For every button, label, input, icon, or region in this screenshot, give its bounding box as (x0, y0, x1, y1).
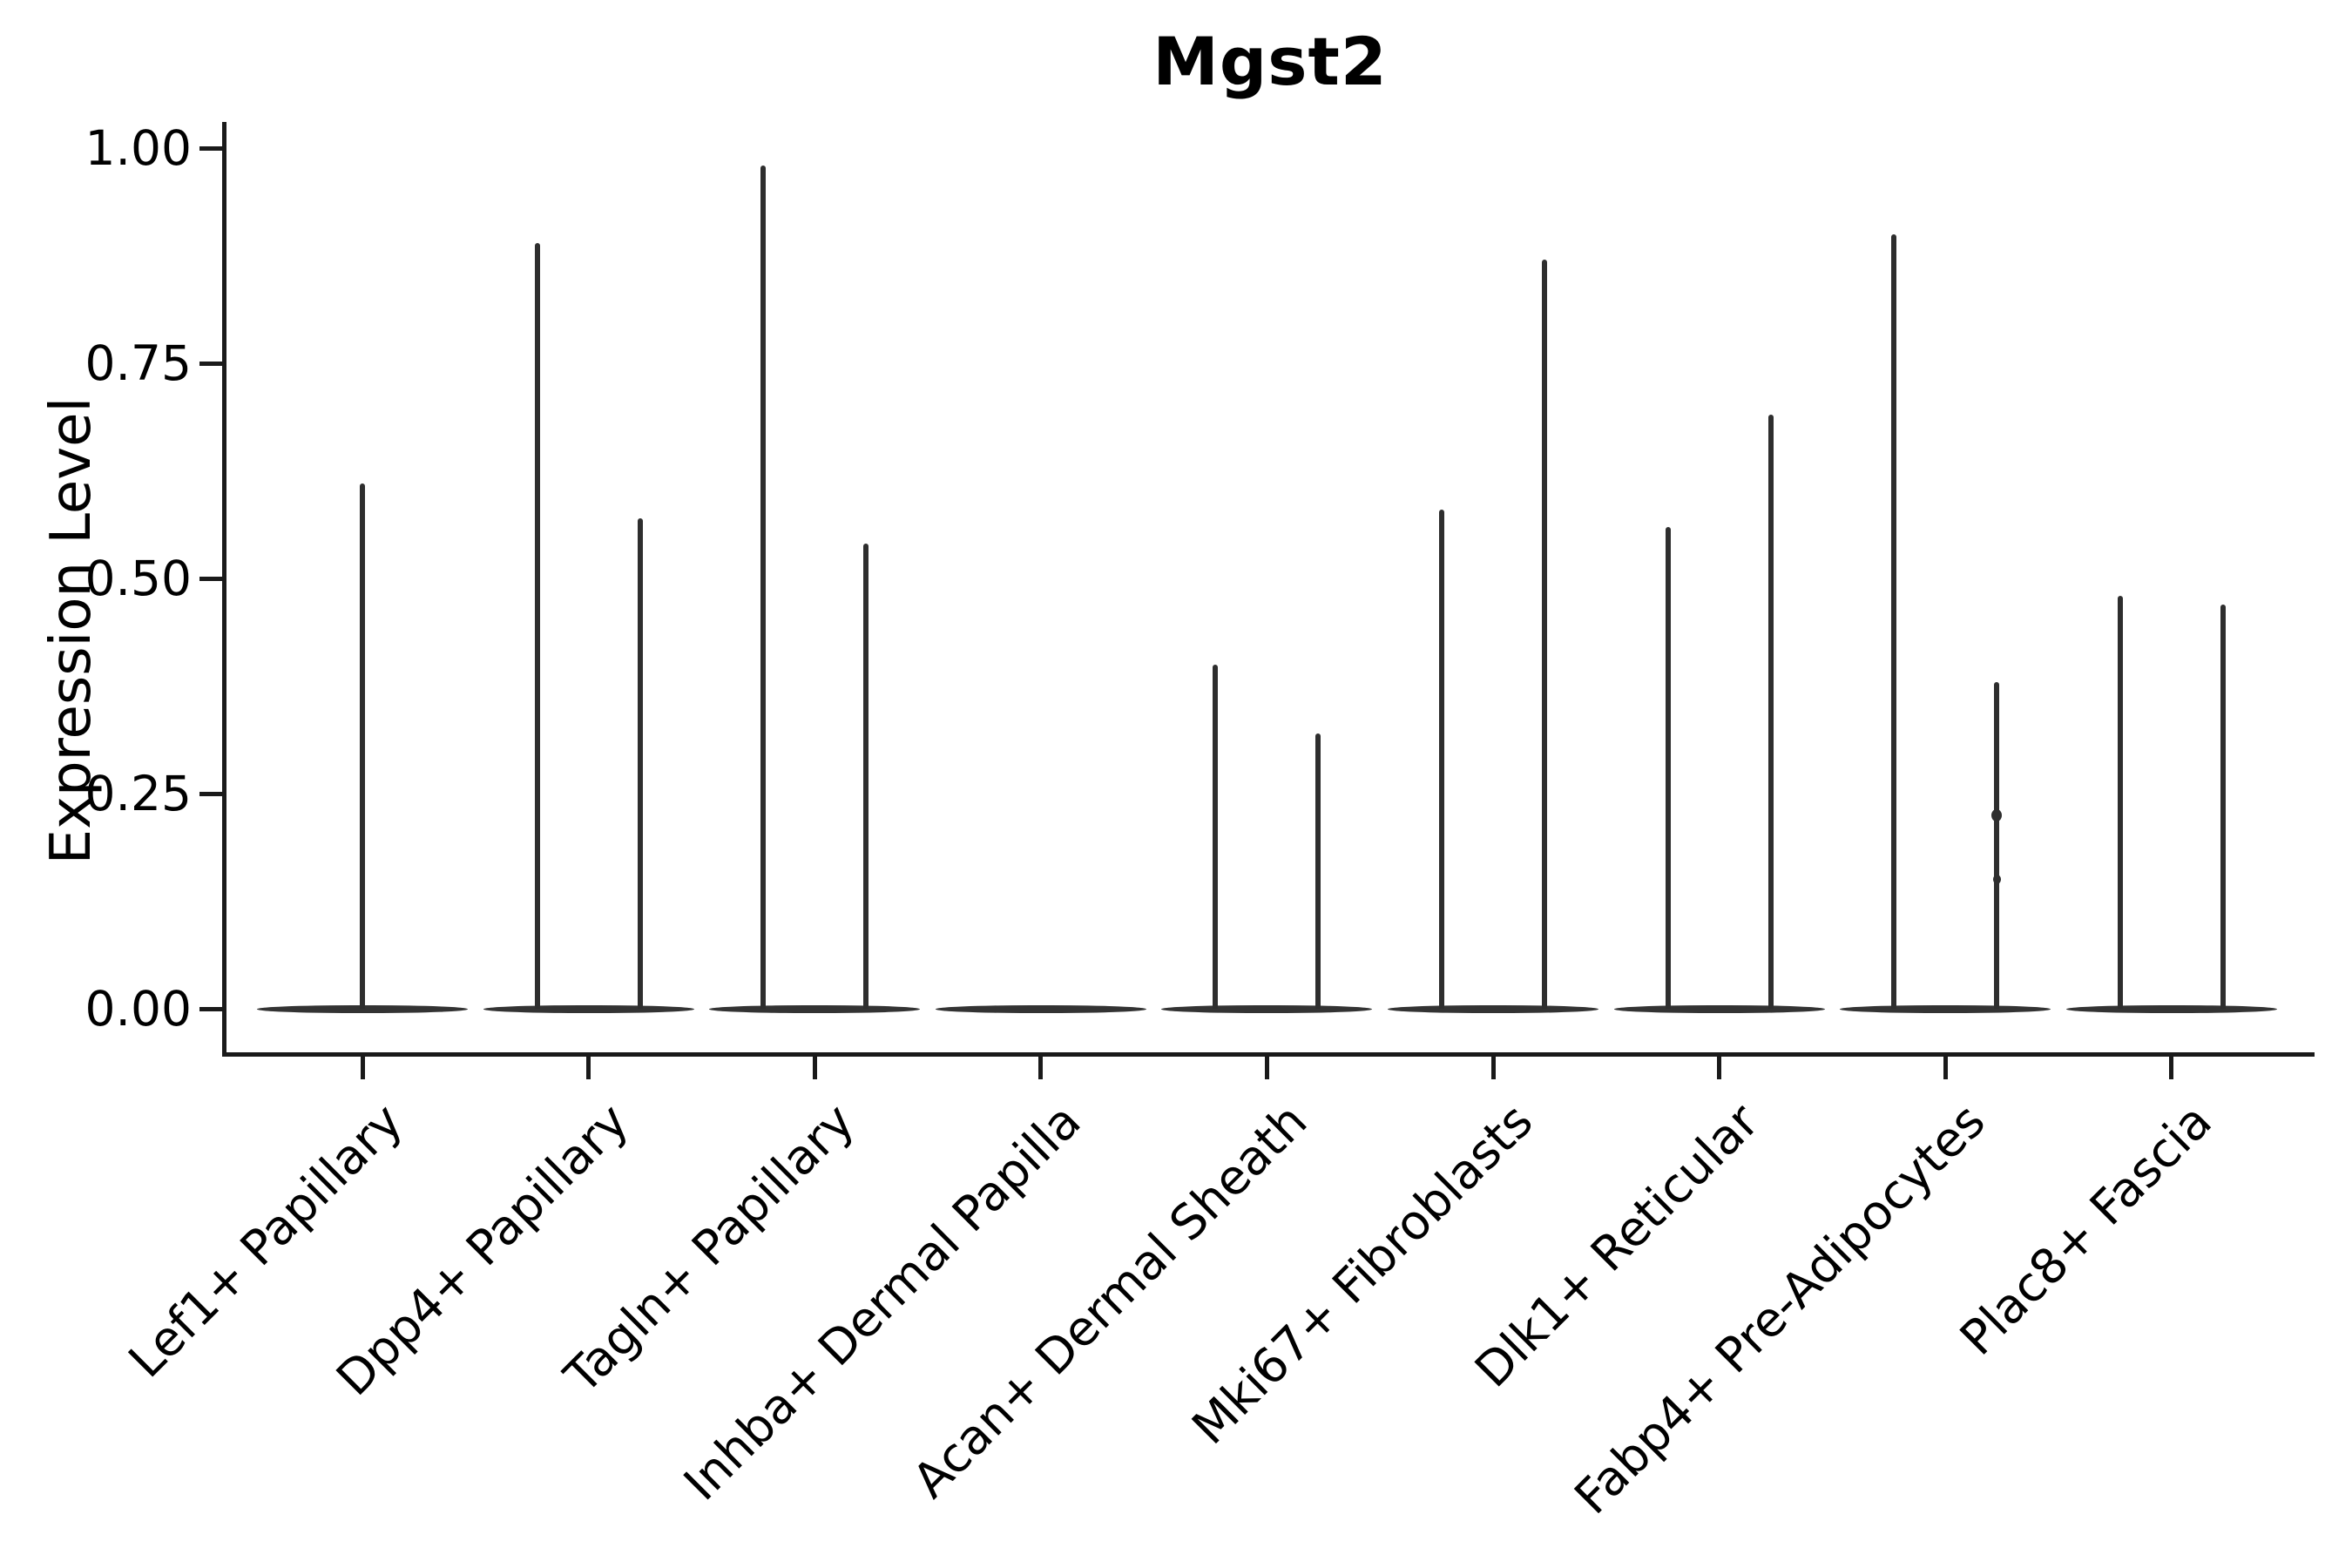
y-tick (199, 791, 223, 796)
violin-spike (863, 544, 869, 1009)
violin-base (709, 1004, 921, 1013)
violin-spike (637, 517, 643, 1009)
violin-base (1840, 1004, 2051, 1013)
x-tick (586, 1056, 591, 1079)
x-tick (360, 1056, 365, 1079)
x-tick (812, 1056, 817, 1079)
violin-spike (1315, 733, 1321, 1009)
violin-base (483, 1004, 694, 1013)
violin-base (935, 1004, 1146, 1013)
x-tick-label: Acan+ Dermal Sheath (902, 1092, 1318, 1509)
violin-base (1388, 1004, 1598, 1013)
violin-base (257, 1004, 468, 1013)
violin-spike (1665, 526, 1671, 1009)
x-tick (1038, 1056, 1044, 1079)
y-tick-label: 0.25 (84, 766, 192, 821)
y-tick (199, 1006, 223, 1011)
violin-spike (2220, 604, 2226, 1009)
x-tick (1264, 1056, 1269, 1079)
violin-knot (1992, 875, 2001, 885)
x-axis-spine (222, 1052, 2315, 1057)
violin-base (1613, 1004, 1825, 1013)
y-tick (199, 361, 223, 366)
x-tick (1717, 1056, 1722, 1079)
y-tick-label: 0.75 (84, 335, 192, 391)
violin-spike (1767, 415, 1774, 1009)
y-tick-label: 0.00 (84, 981, 192, 1037)
x-tick (1490, 1056, 1496, 1079)
y-tick (199, 145, 223, 151)
violin-spike (1542, 260, 1547, 1009)
x-tick-label: Inhba+ Dermal Papilla (672, 1092, 1092, 1511)
violin-spike (760, 165, 767, 1009)
y-axis-spine (222, 122, 226, 1057)
y-tick-label: 0.50 (84, 551, 192, 606)
violin-spike (534, 242, 540, 1009)
y-tick-label: 1.00 (84, 120, 192, 176)
x-tick-label: Fabp4+ Pre-Adipocytes (1564, 1092, 1997, 1525)
violin-spike (1994, 681, 2000, 1009)
violin-spike (2117, 595, 2123, 1009)
y-tick (199, 576, 223, 581)
violin-base (1161, 1004, 1373, 1013)
violin-spike (1439, 509, 1444, 1009)
violin-base (2065, 1004, 2277, 1013)
violin-spike (360, 483, 365, 1009)
x-tick (1943, 1056, 1948, 1079)
x-tick (2169, 1056, 2174, 1079)
violin-knot (1991, 808, 2003, 821)
violin-spike (1891, 233, 1897, 1009)
plot-title: Mgst2 (1152, 23, 1388, 100)
violin-spike (1213, 664, 1219, 1009)
